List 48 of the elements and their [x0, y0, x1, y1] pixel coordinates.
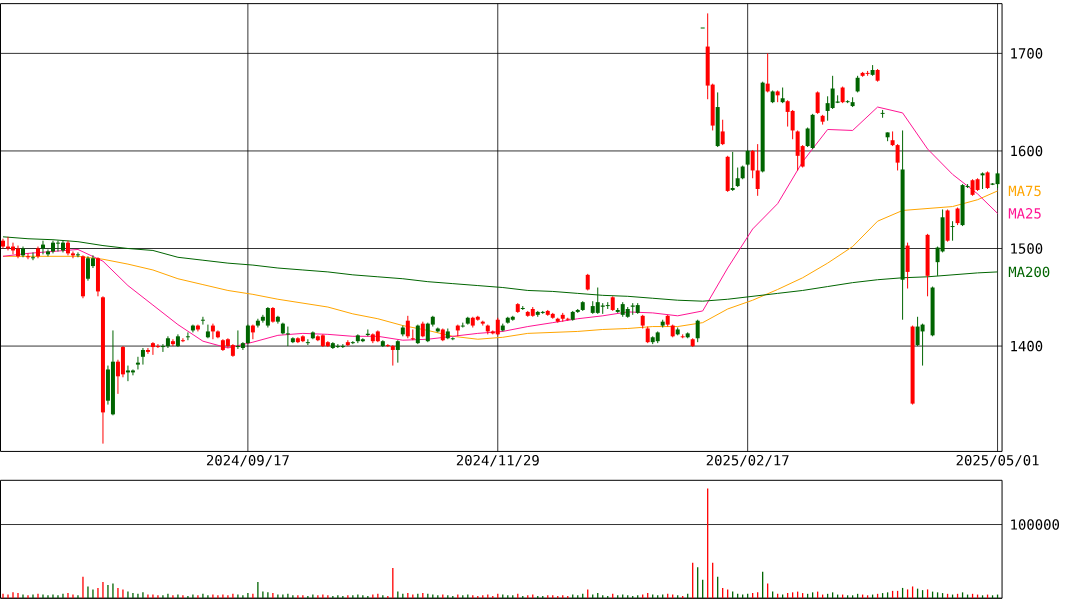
- candlestick: [695, 319, 700, 343]
- x-tick-label: 2024/11/29: [456, 455, 539, 467]
- candlestick: [155, 343, 160, 349]
- x-tick-label: 2024/09/17: [206, 455, 289, 467]
- candlestick: [305, 338, 310, 346]
- series-label: MA75: [1008, 185, 1041, 197]
- candlestick: [30, 252, 35, 261]
- candlestick: [245, 324, 250, 345]
- y-tick-label: 1400: [1011, 341, 1043, 352]
- series-label: MA25: [1008, 208, 1041, 219]
- candlestick: [75, 252, 80, 258]
- candlestick: [720, 119, 725, 146]
- x-tick-label: 2025/02/17: [706, 455, 789, 467]
- candlestick: [950, 220, 955, 242]
- x-tick-label: 2025/05/01: [956, 455, 1039, 467]
- y-tick-label: 100000: [1011, 519, 1060, 531]
- candlestick: [140, 347, 145, 366]
- candlestick: [730, 151, 735, 192]
- candlestick: [415, 324, 420, 345]
- candlestick: [755, 143, 760, 197]
- candlestick: [410, 329, 415, 341]
- candlestick: [45, 249, 50, 258]
- candlestick: [395, 339, 400, 364]
- candlestick: [180, 337, 185, 343]
- candlestick: [390, 344, 395, 367]
- candlestick: [130, 369, 135, 377]
- candlestick: [160, 343, 165, 353]
- candlestick: [750, 149, 755, 179]
- y-tick-label: 1700: [1011, 48, 1043, 59]
- candlestick: [405, 315, 410, 339]
- y-tick-label: 1500: [1011, 243, 1043, 254]
- candlestick: [25, 253, 30, 260]
- candlestick: [265, 306, 270, 329]
- candlestick: [765, 53, 770, 94]
- candlestick: [285, 326, 290, 347]
- candlestick: [135, 356, 140, 371]
- candlestick: [735, 167, 740, 188]
- candlestick: [40, 240, 45, 256]
- candlestick: [815, 91, 820, 115]
- candlestick: [145, 347, 150, 355]
- candlestick: [200, 316, 205, 326]
- candlestick: [70, 251, 75, 259]
- candlestick: [185, 332, 190, 341]
- candlestick: [205, 324, 210, 339]
- y-tick-label: 1600: [1011, 145, 1043, 157]
- candlestick: [895, 143, 900, 172]
- candlestick: [170, 338, 175, 347]
- series-label: MA200: [1008, 266, 1050, 278]
